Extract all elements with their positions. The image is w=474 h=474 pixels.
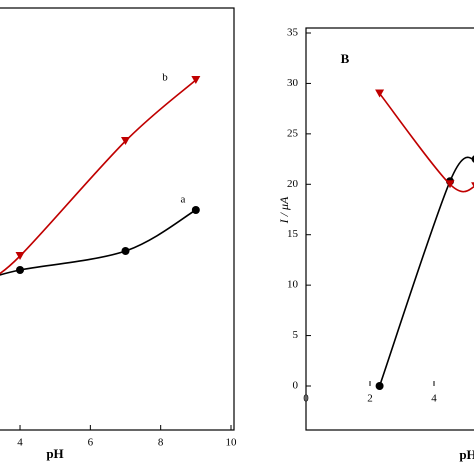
annotation: b <box>162 72 168 84</box>
x-tick-label: 8 <box>158 437 164 449</box>
y-tick-label: 35 <box>287 27 299 39</box>
marker <box>16 266 25 274</box>
x-axis-label: pH <box>46 446 63 461</box>
marker <box>375 382 384 390</box>
marker <box>471 155 474 163</box>
x-tick-label: 2 <box>367 393 373 405</box>
marker <box>121 137 131 145</box>
series-line <box>378 156 474 387</box>
y-tick-label: 0 <box>293 380 299 392</box>
plot-area <box>0 76 201 276</box>
marker <box>445 180 455 189</box>
marker <box>15 252 25 260</box>
series-line <box>0 209 197 276</box>
y-tick-label: 10 <box>287 279 299 291</box>
series-line <box>0 79 197 275</box>
annotation: a <box>181 194 186 206</box>
y-tick-label: 5 <box>293 329 299 341</box>
marker <box>471 182 474 188</box>
series-line <box>378 93 474 193</box>
marker <box>191 206 200 214</box>
marker <box>375 89 385 98</box>
plot-frame <box>0 7 235 431</box>
plot-frame <box>305 27 474 431</box>
y-tick-label: 15 <box>287 228 299 240</box>
x-tick-label: 0 <box>303 393 309 405</box>
x-axis-label: pH <box>459 447 474 462</box>
x-tick-label: 10 <box>226 437 238 449</box>
y-tick-label: 30 <box>287 77 299 89</box>
plot-area <box>375 89 474 390</box>
x-tick-label: 4 <box>431 393 437 405</box>
y-axis-label: I / μA <box>277 196 291 224</box>
y-tick-label: 25 <box>287 127 299 139</box>
y-tick-label: 20 <box>287 178 299 190</box>
annotation: B <box>341 51 350 66</box>
x-tick-label: 4 <box>17 437 23 449</box>
marker <box>121 247 130 255</box>
marker <box>191 76 201 84</box>
x-tick-label: 6 <box>88 437 94 449</box>
